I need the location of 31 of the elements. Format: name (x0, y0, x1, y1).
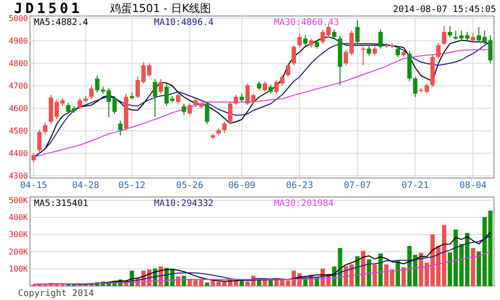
x-tick-label: 04-28 (72, 181, 100, 191)
y-tick-label: 4700 (8, 81, 28, 90)
y-tick-label: 200K (8, 247, 28, 256)
text: MA10:294332 (154, 199, 214, 209)
y-tick-label: 100K (8, 264, 28, 274)
y-tick-label: 4600 (8, 104, 28, 113)
y-tick-label: 4500 (8, 126, 28, 136)
y-tick-label: 500K (8, 196, 28, 205)
text: MA30:201984 (274, 199, 334, 209)
x-tick-label: 06-09 (228, 181, 256, 191)
y-tick-label: 4900 (8, 36, 28, 46)
text: MA5:315401 (34, 199, 88, 209)
x-tick-label: 04-15 (20, 181, 48, 191)
text: Copyright 2014 (18, 289, 94, 299)
x-tick-label: 05-26 (176, 181, 204, 191)
chart-subtitle: 鸡蛋1501 - 日K线图 (109, 2, 212, 15)
y-tick-label: 400K (8, 213, 28, 222)
y-tick-label: 4800 (8, 58, 28, 68)
x-tick-label: 06-23 (286, 181, 314, 191)
y-tick-label: 300K (8, 230, 28, 240)
x-tick-label: 07-07 (344, 181, 371, 191)
text: MA10:4896.4 (154, 18, 214, 28)
y-tick-label: 4400 (8, 148, 28, 158)
x-tick-label: 07-21 (402, 181, 429, 191)
y-tick-label: 4300 (8, 171, 28, 180)
text: MA30:4860.43 (274, 18, 340, 28)
x-tick-label: 05-12 (118, 181, 146, 191)
y-tick-label: 5000 (8, 14, 28, 23)
x-tick-label: 08-04 (459, 181, 487, 191)
text: 2014-08-07 15:45:05 (393, 5, 496, 15)
text: MA5:4882.4 (34, 18, 88, 28)
